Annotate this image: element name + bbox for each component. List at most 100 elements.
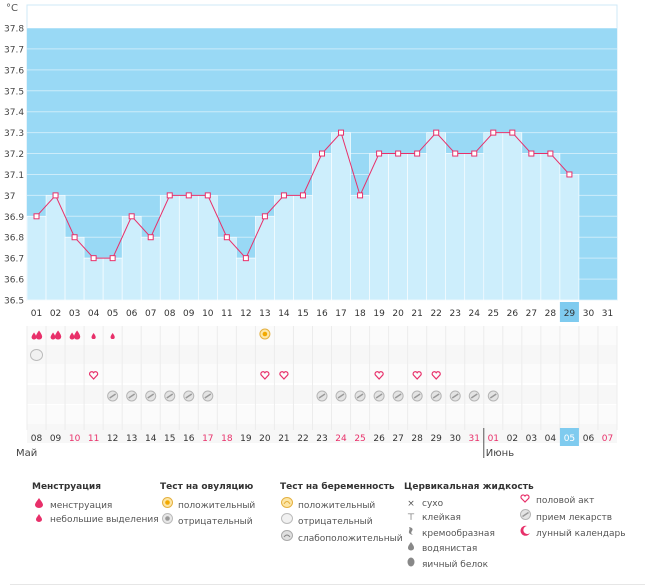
spotting-icon: [32, 513, 46, 528]
date-label: 08: [31, 434, 43, 444]
cycle-day-label: 12: [240, 309, 251, 319]
y-tick-label: 37.1: [4, 171, 24, 181]
temperature-bar: [217, 236, 237, 301]
y-tick-label: 37.6: [4, 66, 24, 76]
temperature-point: [33, 213, 40, 220]
legend-cervical-fluid: Цервикальная жидкость × сухо ⊤ клейкая кре…: [404, 480, 534, 572]
temperature-point: [242, 255, 249, 262]
legend-item-intercourse: половой акт: [518, 494, 626, 509]
legend-item-menstruation: менструация: [32, 497, 159, 514]
date-label: 26: [373, 434, 385, 444]
heart-icon: [412, 371, 422, 380]
symbol-row: [27, 424, 617, 443]
temperature-bar: [388, 153, 408, 301]
temperature-bar: [559, 174, 580, 301]
temperature-point: [319, 150, 325, 157]
pill-icon-line: [128, 393, 136, 399]
date-label: 04: [545, 434, 557, 444]
cycle-day-label: 09: [183, 309, 195, 319]
cycle-day-label: 26: [507, 309, 519, 319]
temperature-bar: [331, 132, 351, 301]
legend-pregnancy-title: Тест на беременность: [280, 482, 395, 492]
cycle-day-label: 02: [50, 309, 61, 319]
temperature-point: [261, 213, 268, 220]
symbol-row: [27, 326, 617, 345]
temperature-bar: [540, 153, 561, 301]
cycle-day-label: 05: [107, 309, 118, 319]
date-label: 01: [488, 434, 499, 444]
date-label: 17: [202, 434, 213, 444]
pill-icon-line: [413, 393, 421, 399]
temperature-point: [90, 255, 97, 262]
date-label: 03: [526, 434, 537, 444]
cycle-day-label: 08: [164, 309, 176, 319]
date-label: 27: [392, 434, 403, 444]
legend-item-egg-white: яичный белок: [404, 557, 534, 573]
current-day-highlight: [559, 302, 579, 322]
cycle-day-label: 23: [449, 309, 460, 319]
date-label: 31: [469, 434, 480, 444]
pill-icon-line: [394, 393, 402, 399]
today-highlight: [559, 428, 579, 446]
temperature-bar: [121, 216, 142, 301]
cycle-day-label: 13: [259, 309, 270, 319]
date-label: 05: [564, 434, 575, 444]
date-label: 06: [583, 434, 595, 444]
temperature-bar: [83, 257, 104, 301]
sticky-icon: ⊤: [407, 513, 415, 523]
temperature-point: [528, 150, 535, 157]
date-label: 24: [335, 434, 347, 444]
legend-item-pregnancy-negative: отрицательный: [280, 513, 403, 530]
temperature-bar: [502, 132, 523, 301]
date-label: 11: [88, 434, 99, 444]
temperature-bar: [407, 153, 427, 301]
legend-item-pregnancy-weak: слабоположительный: [280, 529, 403, 547]
y-tick-label: 37: [4, 192, 15, 202]
y-tick-label: 37.3: [4, 129, 24, 139]
watery-icon: [404, 541, 418, 557]
cycle-day-label: 07: [145, 309, 156, 319]
legend-item-spotting: небольшие выделения: [32, 513, 159, 528]
menstruation-icon: [73, 330, 81, 340]
temperature-point: [490, 129, 497, 136]
temperature-bar: [350, 195, 370, 301]
y-axis: 37.8 37.7 37.6 37.5 37.4 37.3 37.2 37.1 37 36.9 36…: [4, 25, 24, 307]
date-label: 19: [240, 434, 252, 444]
cycle-day-label: 10: [202, 309, 214, 319]
cycle-day-label: 06: [126, 309, 138, 319]
cycle-day-label: 19: [373, 309, 385, 319]
date-label: 25: [354, 434, 365, 444]
temperature-point: [547, 150, 554, 157]
cycle-day-label: 14: [278, 309, 290, 319]
temperature-point: [414, 150, 421, 157]
temperature-point: [509, 129, 516, 136]
pill-icon-line: [337, 393, 345, 399]
temperature-point: [166, 192, 173, 199]
y-tick-label: 37.8: [4, 25, 24, 35]
temperature-bar: [293, 195, 313, 301]
heart-icon: [431, 371, 441, 380]
y-tick-label: 37.7: [4, 45, 24, 55]
pill-icon-line: [204, 393, 212, 399]
temperature-point: [357, 192, 364, 199]
date-label: 07: [602, 434, 613, 444]
legend-item-ovulation-positive: положительный: [160, 496, 255, 514]
cycle-day-label: 18: [354, 309, 366, 319]
legend-item-ovulation-negative: отрицательный: [160, 513, 255, 530]
pill-icon-line: [432, 393, 440, 399]
date-label: 02: [507, 434, 518, 444]
date-label: 09: [50, 434, 62, 444]
temperature-point: [147, 234, 154, 241]
pill-icon-line: [185, 393, 193, 399]
temperature-bar: [255, 216, 275, 301]
pill-icon-line: [147, 393, 155, 399]
temperature-point: [376, 150, 383, 157]
y-tick-label: 37.4: [4, 108, 24, 118]
egg-white-icon: [404, 557, 418, 573]
temperature-point: [338, 129, 345, 136]
y-unit-label: °C: [6, 3, 18, 14]
menstruation-icon: [50, 332, 56, 340]
legend-item-medication: прием лекарств: [518, 508, 626, 526]
moon-icon: [518, 525, 532, 542]
y-tick-label: 36.9: [4, 213, 24, 223]
